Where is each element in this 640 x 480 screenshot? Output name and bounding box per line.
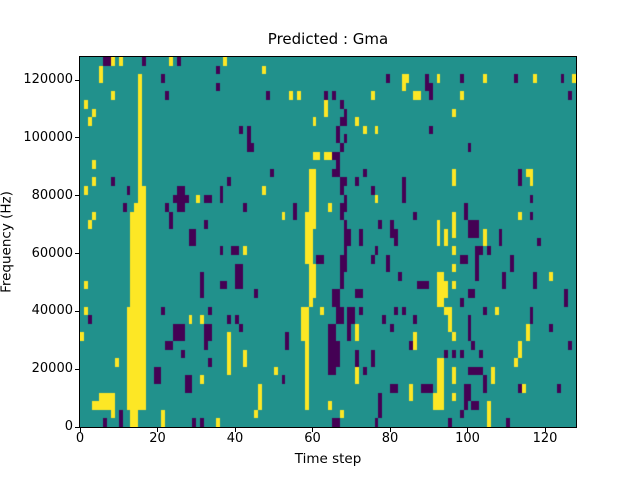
x-tick-label: 0 — [75, 431, 85, 446]
y-axis-label: Frequency (Hz) — [0, 191, 15, 293]
y-tick-label: 0 — [64, 419, 73, 434]
x-tick-mark — [389, 428, 391, 432]
x-tick-label: 20 — [149, 431, 166, 446]
y-tick-mark — [75, 137, 79, 139]
chart-title: Predicted : Gma — [267, 30, 389, 48]
x-tick-mark — [467, 428, 468, 432]
x-tick-mark — [544, 428, 546, 432]
heatmap-canvas — [80, 57, 576, 427]
x-tick-label: 120 — [532, 431, 558, 446]
x-axis-label: Time step — [294, 451, 362, 467]
y-tick-mark — [75, 253, 79, 255]
y-tick-mark — [75, 310, 79, 312]
x-tick-label: 100 — [455, 431, 480, 446]
y-tick-label: 100000 — [23, 129, 73, 145]
x-tick-mark — [79, 428, 81, 432]
y-tick-label: 60000 — [31, 245, 73, 261]
y-tick-label: 120000 — [23, 72, 73, 88]
y-tick-mark — [75, 368, 79, 370]
x-tick-label: 40 — [226, 431, 244, 446]
x-tick-mark — [234, 428, 236, 432]
y-tick-mark — [75, 195, 79, 197]
x-tick-mark — [312, 428, 313, 432]
y-tick-mark — [75, 79, 79, 81]
y-tick-mark — [75, 426, 79, 428]
heatmap-axes — [79, 56, 577, 428]
x-tick-mark — [157, 428, 158, 432]
x-tick-label: 80 — [381, 431, 399, 446]
y-tick-label: 80000 — [31, 187, 73, 203]
y-tick-label: 20000 — [31, 361, 73, 377]
y-tick-label: 40000 — [31, 303, 73, 319]
x-tick-label: 60 — [304, 431, 321, 446]
